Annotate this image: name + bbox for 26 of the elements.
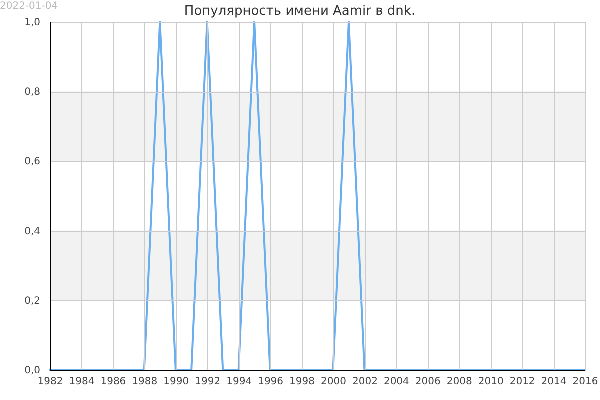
x-tick-label: 1984 <box>69 376 95 388</box>
x-tick-label: 1998 <box>290 376 315 388</box>
chart-title: Популярность имени Aamir в dnk. <box>184 4 416 19</box>
x-tick-label: 2016 <box>572 376 598 388</box>
x-tick-label: 2014 <box>541 376 567 388</box>
y-tick-label: 0,4 <box>24 226 40 238</box>
x-tick-label: 1982 <box>38 376 64 388</box>
x-tick-label: 2012 <box>510 376 536 388</box>
x-tick-label: 2008 <box>446 376 472 388</box>
x-tick-label: 1994 <box>226 376 252 388</box>
x-tick-label: 2010 <box>478 376 504 388</box>
x-tick-label: 1988 <box>132 376 158 388</box>
y-tick-label: 0,6 <box>24 156 40 168</box>
x-tick-label: 1996 <box>258 376 284 388</box>
y-tick-label: 0,0 <box>24 366 40 376</box>
x-tick-label: 2000 <box>321 376 346 388</box>
x-tick-label: 1992 <box>195 376 221 388</box>
x-tick-label: 2004 <box>384 376 410 388</box>
x-tick-label: 2006 <box>415 376 441 388</box>
text: 2022-01-04 <box>0 1 58 12</box>
y-tick-label: 1,0 <box>24 18 40 28</box>
x-tick-label: 1986 <box>100 376 126 388</box>
y-tick-label: 0,2 <box>24 296 40 307</box>
x-tick-label: 1990 <box>164 376 190 388</box>
x-tick-label: 2002 <box>352 376 378 388</box>
y-tick-label: 0,8 <box>24 87 40 98</box>
